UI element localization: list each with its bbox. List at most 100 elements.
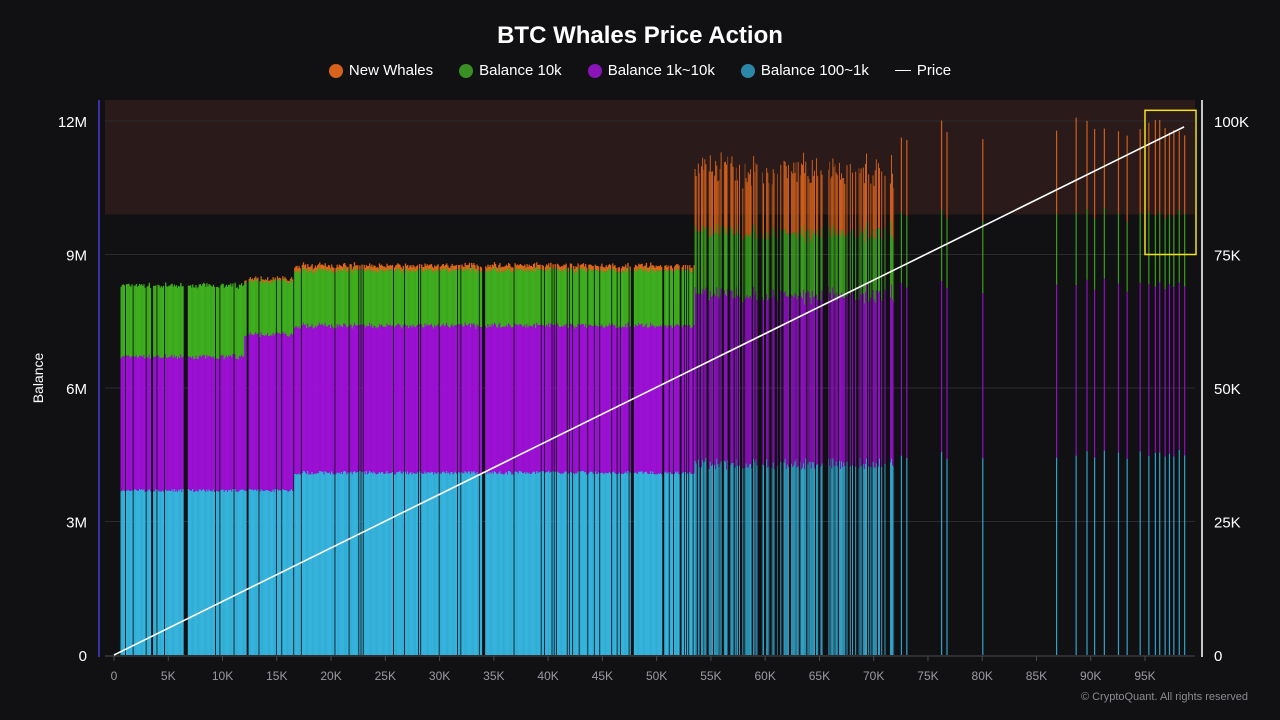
bar-balance-100-1k: [751, 468, 752, 655]
bar-balance-1k-10k: [295, 326, 297, 474]
bar-new-whales: [626, 267, 628, 273]
bar-balance-100-1k: [654, 474, 656, 655]
bar-balance-100-1k: [466, 473, 469, 655]
legend-item-balance-1k-10k[interactable]: Balance 1k~10k: [587, 62, 715, 79]
bar-balance-10k: [344, 267, 346, 324]
bar-balance-1k-10k: [636, 325, 638, 474]
bar-balance-10k: [370, 270, 372, 327]
bar-balance-1k-10k: [1154, 286, 1156, 453]
bar-new-whales: [793, 162, 795, 234]
legend-item-new-whales[interactable]: New Whales: [328, 62, 433, 79]
legend-item-price[interactable]: Price: [894, 62, 951, 79]
bar-balance-1k-10k: [234, 354, 236, 489]
bar-new-whales: [517, 265, 520, 270]
legend-item-balance-100-1k[interactable]: Balance 100~1k: [740, 62, 869, 79]
bar-new-whales: [596, 265, 599, 271]
bar-balance-100-1k: [697, 459, 699, 655]
bar-new-whales: [703, 170, 705, 232]
bar-balance-1k-10k: [748, 296, 750, 465]
bar-balance-1k-10k: [525, 327, 527, 474]
bar-balance-100-1k: [1103, 450, 1105, 655]
bar-balance-10k: [157, 284, 159, 356]
bar-balance-100-1k: [498, 472, 500, 655]
bar-balance-1k-10k: [684, 325, 687, 472]
bar-balance-1k-10k: [795, 294, 797, 459]
bar-balance-10k: [677, 268, 679, 325]
bar-balance-1k-10k: [397, 323, 399, 472]
bar-balance-100-1k: [264, 490, 267, 655]
bar-new-whales: [486, 267, 488, 273]
bar-balance-1k-10k: [666, 327, 668, 474]
bar-new-whales: [723, 162, 725, 228]
bar-new-whales: [649, 266, 651, 271]
bar-balance-100-1k: [502, 474, 504, 655]
bar-balance-100-1k: [866, 458, 867, 655]
bar-balance-10k: [388, 269, 390, 326]
bar-balance-1k-10k: [690, 327, 692, 474]
bar-new-whales: [476, 264, 478, 270]
bar-balance-1k-10k: [437, 324, 439, 473]
bar-balance-10k: [1093, 218, 1096, 290]
bar-new-whales: [589, 264, 591, 269]
bar-balance-10k: [575, 270, 577, 327]
legend-swatch: [587, 63, 602, 78]
bar-balance-100-1k: [838, 460, 840, 655]
bar-new-whales: [601, 263, 603, 269]
bar-balance-1k-10k: [217, 358, 219, 492]
bar-balance-10k: [422, 271, 424, 328]
bar-balance-100-1k: [715, 468, 717, 655]
bar-balance-10k: [240, 283, 243, 355]
bar-balance-10k: [620, 272, 623, 329]
bar-balance-100-1k: [326, 473, 329, 655]
bar-balance-100-1k: [634, 472, 637, 655]
bar-balance-10k: [754, 232, 756, 295]
bar-balance-10k: [283, 280, 285, 334]
bar-balance-1k-10k: [667, 325, 669, 473]
bar-balance-1k-10k: [830, 292, 832, 459]
bar-balance-1k-10k: [200, 357, 203, 491]
bar-balance-10k: [865, 229, 866, 292]
bar-balance-10k: [805, 231, 807, 294]
bar-balance-100-1k: [669, 471, 671, 655]
bar-balance-100-1k: [461, 472, 463, 655]
bar-balance-10k: [601, 268, 603, 325]
legend-item-balance-10k[interactable]: Balance 10k: [459, 62, 562, 79]
bar-balance-10k: [245, 282, 247, 337]
bar-balance-100-1k: [377, 473, 380, 655]
bar-balance-10k: [828, 224, 830, 287]
bar-balance-10k: [400, 271, 402, 328]
bar-balance-10k: [331, 268, 333, 325]
bar-balance-10k: [130, 286, 132, 358]
bar-balance-10k: [665, 269, 667, 326]
bar-balance-10k: [833, 231, 835, 295]
bar-new-whales: [451, 263, 453, 269]
bar-balance-10k: [409, 270, 411, 327]
bar-balance-10k: [477, 270, 479, 326]
bar-new-whales: [564, 265, 566, 270]
bar-balance-100-1k: [429, 473, 432, 655]
bar-new-whales: [374, 265, 376, 271]
bar-balance-100-1k: [868, 466, 870, 655]
bar-balance-100-1k: [452, 474, 454, 655]
bar-new-whales: [602, 266, 604, 272]
bar-balance-10k: [690, 272, 692, 328]
bar-balance-100-1k: [596, 473, 599, 655]
bar-balance-100-1k: [645, 471, 648, 655]
bar-balance-100-1k: [447, 473, 449, 655]
bar-balance-100-1k: [515, 471, 517, 655]
bar-balance-1k-10k: [545, 324, 548, 472]
bar-balance-10k: [621, 270, 624, 327]
bar-balance-100-1k: [255, 489, 257, 655]
bar-balance-1k-10k: [836, 300, 838, 467]
bar-new-whales: [298, 265, 300, 271]
bar-balance-10k: [906, 216, 908, 288]
bar-balance-100-1k: [793, 465, 795, 655]
bar-balance-100-1k: [252, 490, 255, 655]
bar-balance-100-1k: [1164, 456, 1166, 655]
bar-balance-100-1k: [768, 466, 770, 655]
y-axis-label: Balance: [30, 352, 46, 403]
bar-balance-1k-10k: [162, 357, 165, 492]
bar-balance-10k: [230, 283, 232, 356]
bar-new-whales: [720, 152, 722, 226]
bar-balance-10k: [196, 288, 198, 359]
